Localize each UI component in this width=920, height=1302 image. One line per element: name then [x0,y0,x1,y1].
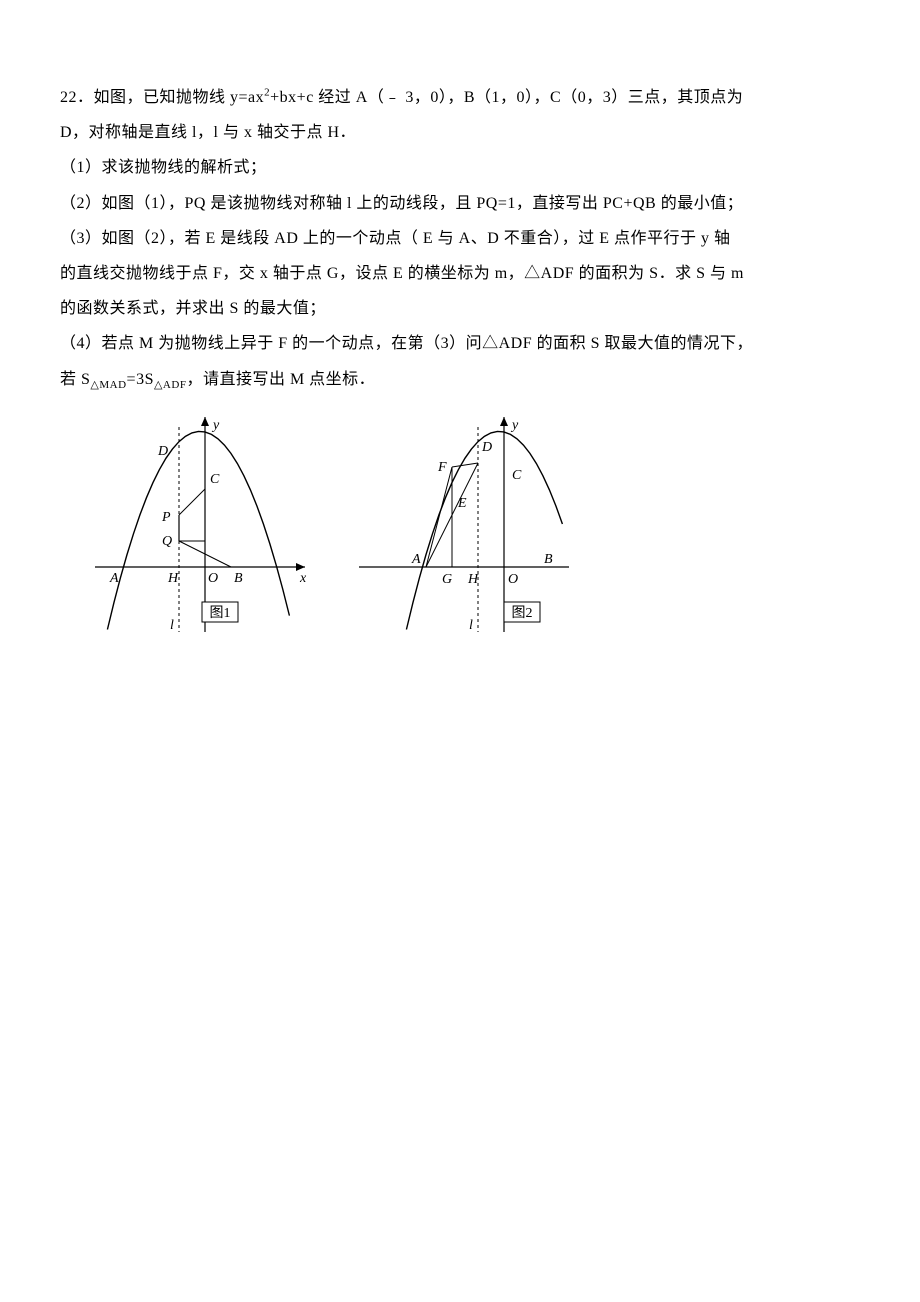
svg-text:y: y [211,418,220,433]
figure-1: 图1 y x D C P Q A H O B l [90,407,320,637]
figures-row: 图1 y x D C P Q A H O B l 图2 y D C [60,407,860,650]
svg-text:B: B [234,571,243,586]
question-3-line2: 的直线交抛物线于点 F，交 x 轴于点 G，设点 E 的横坐标为 m，△ADF … [60,256,860,291]
svg-text:x: x [299,571,307,586]
svg-text:F: F [437,460,447,475]
question-4-line2: 若 S△MAD=3S△ADF，请直接写出 M 点坐标． [60,362,860,397]
svg-text:O: O [508,572,518,587]
svg-text:E: E [457,496,467,511]
question-2: （2）如图（1），PQ 是该抛物线对称轴 l 上的动线段，且 PQ=1，直接写出… [60,186,860,221]
svg-text:l: l [170,618,174,633]
svg-text:G: G [442,572,452,587]
question-3-line3: 的函数关系式，并求出 S 的最大值； [60,291,860,326]
figure-2: 图2 y D C F E A G H O B l [354,407,584,637]
svg-text:P: P [161,510,171,525]
svg-text:l: l [469,618,473,633]
svg-text:H: H [167,571,179,586]
problem-stem-line2: D，对称轴是直线 l，l 与 x 轴交于点 H． [60,115,860,150]
svg-text:A: A [109,571,119,586]
svg-text:O: O [208,571,218,586]
svg-text:D: D [481,440,492,455]
svg-text:A: A [411,552,421,567]
problem-stem-line1: 22．如图，已知抛物线 y=ax2+bx+c 经过 A（﹣ 3，0），B（1，0… [60,80,860,115]
svg-text:C: C [512,468,522,483]
question-1: （1）求该抛物线的解析式； [60,150,860,185]
problem-number: 22． [60,89,94,106]
question-3-line1: （3）如图（2），若 E 是线段 AD 上的一个动点（ E 与 A、D 不重合）… [60,221,860,256]
svg-text:Q: Q [162,534,172,549]
svg-text:H: H [467,572,479,587]
svg-text:y: y [510,418,519,433]
fig1-caption: 图1 [210,606,231,621]
svg-text:C: C [210,472,220,487]
svg-text:B: B [544,552,553,567]
fig2-caption: 图2 [512,606,533,621]
svg-text:D: D [157,444,168,459]
question-4-line1: （4）若点 M 为抛物线上异于 F 的一个动点，在第（3）问△ADF 的面积 S… [60,326,860,361]
